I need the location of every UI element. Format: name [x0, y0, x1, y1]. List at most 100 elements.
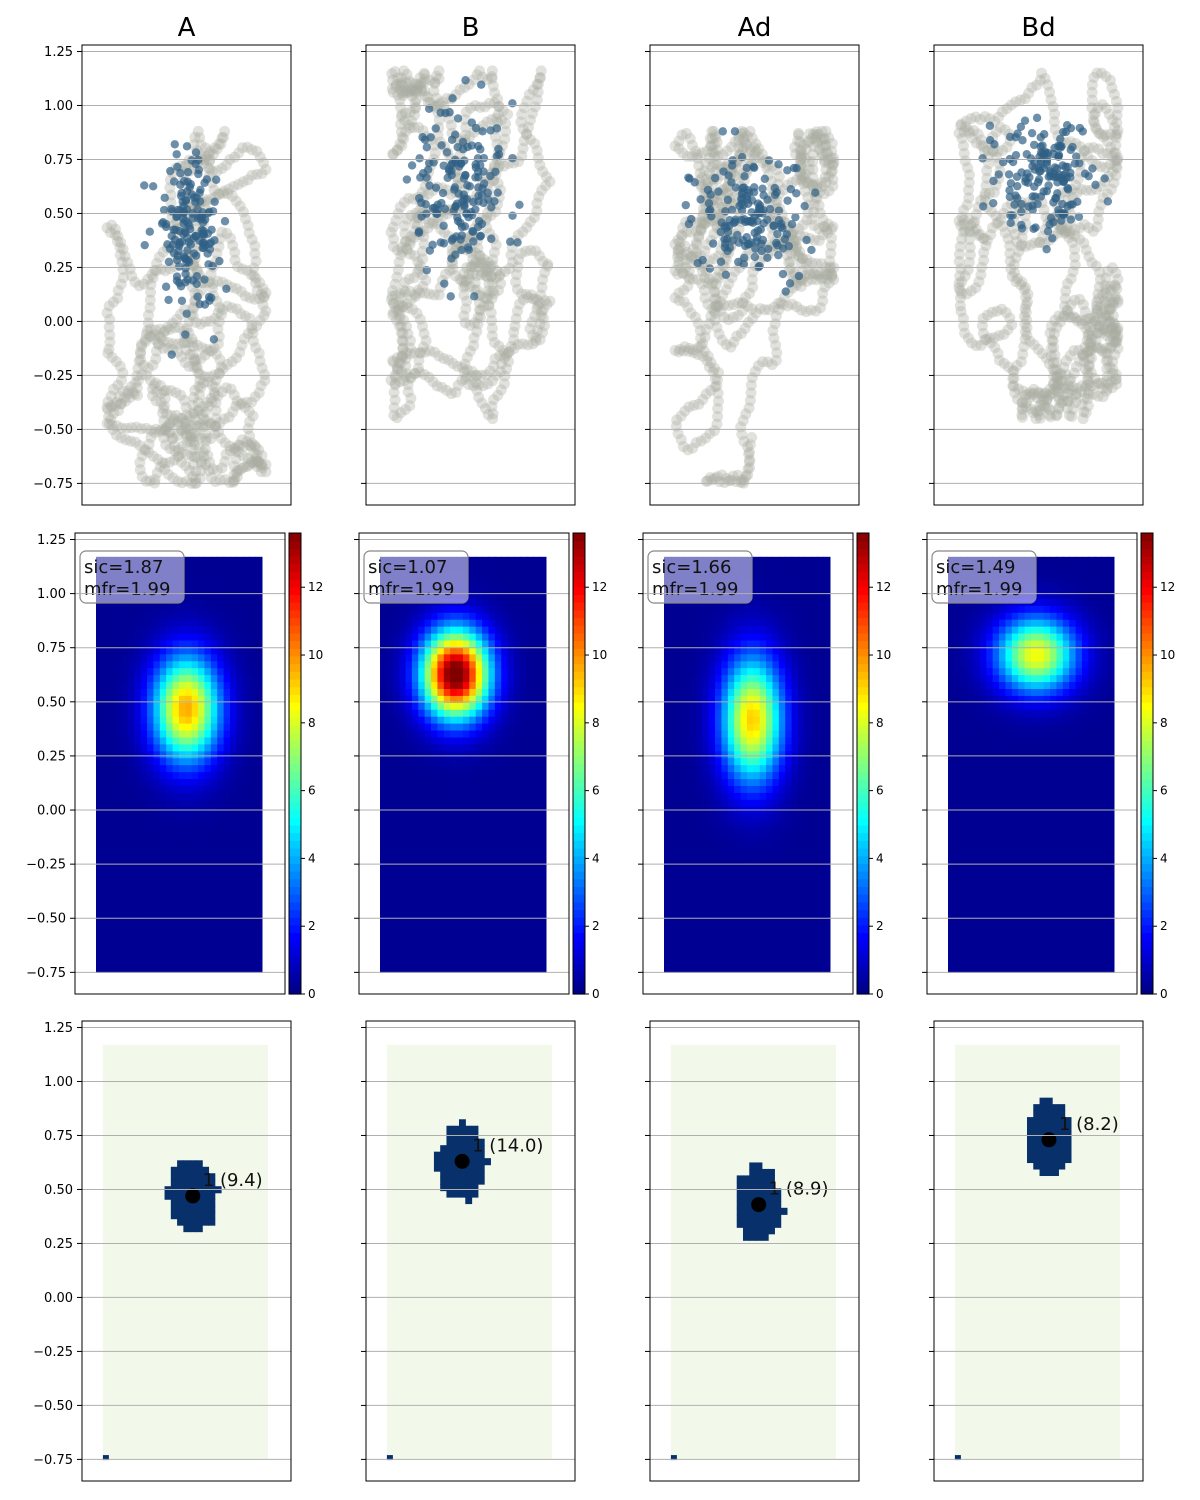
- rate-map-cell: [236, 833, 244, 842]
- rate-map-cell: [121, 785, 129, 793]
- rate-map-cell: [520, 598, 528, 606]
- rate-map-cell: [236, 923, 244, 932]
- rate-map-cell: [121, 875, 129, 883]
- rate-map-cell: [513, 570, 521, 579]
- rate-map-cell: [418, 958, 426, 967]
- rate-map-cell: [204, 840, 212, 849]
- rate-map-cell: [153, 667, 161, 676]
- rate-map-cell: [127, 688, 135, 696]
- trajectory-point: [391, 412, 403, 424]
- rate-map-cell: [488, 716, 496, 724]
- rate-map-cell: [399, 688, 407, 696]
- rate-map-cell: [172, 958, 180, 967]
- rate-map-cell: [166, 937, 174, 946]
- rate-map-cell: [134, 702, 142, 710]
- trajectory-point: [145, 431, 157, 443]
- rate-map-cell: [494, 847, 502, 856]
- rate-map-cell: [392, 875, 400, 883]
- rate-map-cell: [443, 764, 451, 773]
- rate-map-cell: [462, 958, 470, 967]
- rate-map-cell: [191, 674, 199, 683]
- rate-map-cell: [198, 868, 206, 876]
- rate-map-cell: [210, 757, 218, 766]
- trajectory-point: [481, 116, 493, 128]
- rate-map-cell: [255, 716, 263, 724]
- rate-map-cell: [418, 639, 426, 648]
- rate-map-cell: [102, 688, 110, 696]
- rate-map-cell: [462, 750, 470, 759]
- rate-map-cell: [469, 612, 477, 620]
- rate-map-cell: [115, 674, 123, 683]
- rate-map-cell: [198, 646, 206, 655]
- rate-map-cell: [443, 903, 451, 911]
- rate-map-cell: [127, 736, 135, 745]
- rate-map-cell: [488, 702, 496, 710]
- trajectory-point: [412, 79, 424, 91]
- trajectory-point: [256, 168, 268, 180]
- trajectory-point: [499, 348, 511, 360]
- rate-map-cell: [134, 723, 142, 731]
- rate-map-cell: [223, 556, 231, 565]
- rate-map-cell: [178, 598, 186, 606]
- trajectory-point: [430, 70, 442, 82]
- rate-map-cell: [134, 951, 142, 960]
- rate-map-cell: [134, 840, 142, 849]
- rate-map-cell: [198, 688, 206, 696]
- rate-map-cell: [520, 729, 528, 738]
- rate-map-cell: [507, 716, 515, 724]
- colorbar-segment: [289, 947, 301, 957]
- trajectory-point: [487, 260, 499, 272]
- rate-map-cell: [172, 813, 180, 821]
- rate-map-cell: [469, 799, 477, 807]
- rate-map-cell: [475, 861, 483, 870]
- spike-point: [423, 165, 433, 174]
- rate-map-cell: [153, 910, 161, 918]
- rate-map-cell: [121, 619, 129, 627]
- trajectory-point: [148, 379, 160, 391]
- rate-map-cell: [526, 743, 534, 752]
- rate-map-cell: [469, 716, 477, 724]
- trajectory-point: [540, 171, 552, 183]
- rate-map-cell: [210, 681, 218, 689]
- rate-map-cell: [392, 626, 400, 634]
- rate-map-cell: [443, 688, 451, 696]
- rate-map-cell: [178, 764, 186, 773]
- rate-map-cell: [431, 889, 439, 897]
- rate-map-cell: [520, 688, 528, 696]
- spike-point: [447, 135, 457, 144]
- rate-map-cell: [462, 799, 470, 807]
- trajectory-point: [190, 419, 202, 431]
- rate-map-cell: [507, 903, 515, 911]
- trajectory-point: [404, 335, 416, 347]
- spike-point: [191, 159, 200, 169]
- trajectory-point: [171, 313, 183, 325]
- trajectory-point: [195, 432, 207, 444]
- trajectory-point: [390, 215, 402, 227]
- trajectory-point: [194, 374, 206, 386]
- rate-map-cell: [223, 965, 231, 973]
- trajectory-point: [414, 347, 426, 359]
- trajectory-point: [236, 142, 248, 154]
- rate-map-cell: [249, 757, 257, 766]
- trajectory-point: [191, 263, 203, 275]
- trajectory-point: [199, 371, 211, 383]
- rate-map-cell: [469, 854, 477, 863]
- trajectory-point: [200, 459, 212, 471]
- trajectory-point: [164, 263, 176, 275]
- rate-map-cell: [392, 660, 400, 669]
- rate-map-cell: [399, 896, 407, 904]
- trajectory-point: [423, 288, 435, 300]
- field-cell: [183, 1160, 191, 1168]
- rate-map-cell: [526, 916, 534, 925]
- rate-map-cell: [431, 882, 439, 890]
- field-cell: [208, 1212, 216, 1220]
- rate-map-cell: [520, 632, 528, 641]
- trajectory-point: [467, 74, 479, 86]
- rate-map-cell: [513, 882, 521, 890]
- rate-map-cell: [210, 923, 218, 932]
- trajectory-point: [162, 321, 174, 333]
- trajectory-point: [518, 102, 530, 114]
- rate-map-cell: [443, 723, 451, 731]
- rate-map-cell: [185, 896, 193, 904]
- rate-map-cell: [392, 716, 400, 724]
